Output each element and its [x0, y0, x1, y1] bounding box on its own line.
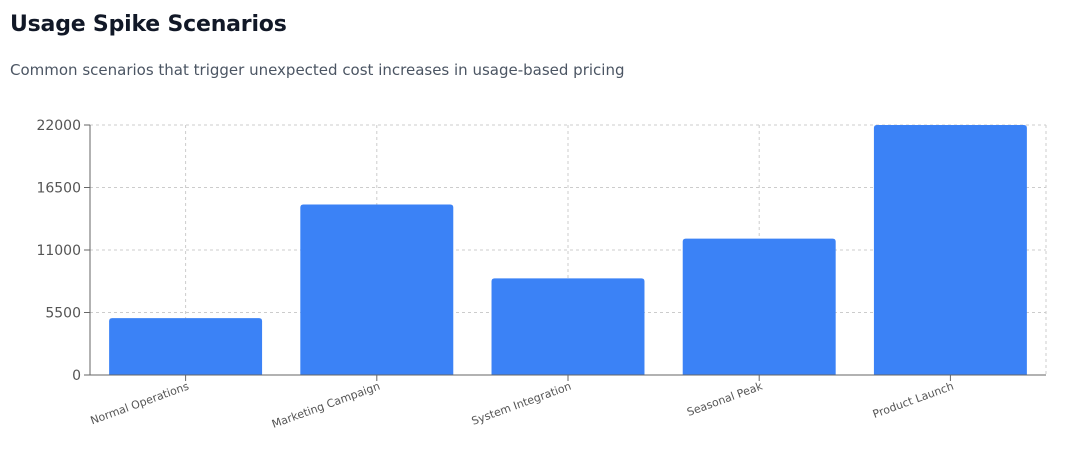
page-subtitle: Common scenarios that trigger unexpected…	[10, 61, 625, 79]
y-tick-label: 5500	[45, 306, 81, 322]
bar[interactable]	[682, 238, 836, 375]
y-tick-label: 22000	[36, 118, 81, 134]
x-tick-label: Product Launch	[871, 380, 955, 421]
x-tick-label: Marketing Campaign	[270, 380, 382, 431]
x-tick-label: Normal Operations	[89, 380, 191, 428]
y-tick-label: 11000	[36, 243, 81, 259]
x-axis-ticks: Normal Operations Marketing Campaign Syste…	[89, 375, 955, 431]
y-tick-label: 16500	[36, 181, 81, 197]
bar[interactable]	[300, 204, 454, 375]
y-tick-label: 0	[72, 368, 81, 384]
x-tick-label: Seasonal Peak	[685, 379, 765, 419]
x-tick-label: System Integration	[470, 380, 573, 428]
chart-bars	[109, 125, 1027, 375]
y-axis-ticks: 0 5500 11000 16500 22000	[36, 118, 90, 384]
bar[interactable]	[109, 318, 263, 375]
page-title: Usage Spike Scenarios	[10, 12, 287, 37]
bar[interactable]	[873, 125, 1027, 375]
bar[interactable]	[491, 278, 645, 375]
